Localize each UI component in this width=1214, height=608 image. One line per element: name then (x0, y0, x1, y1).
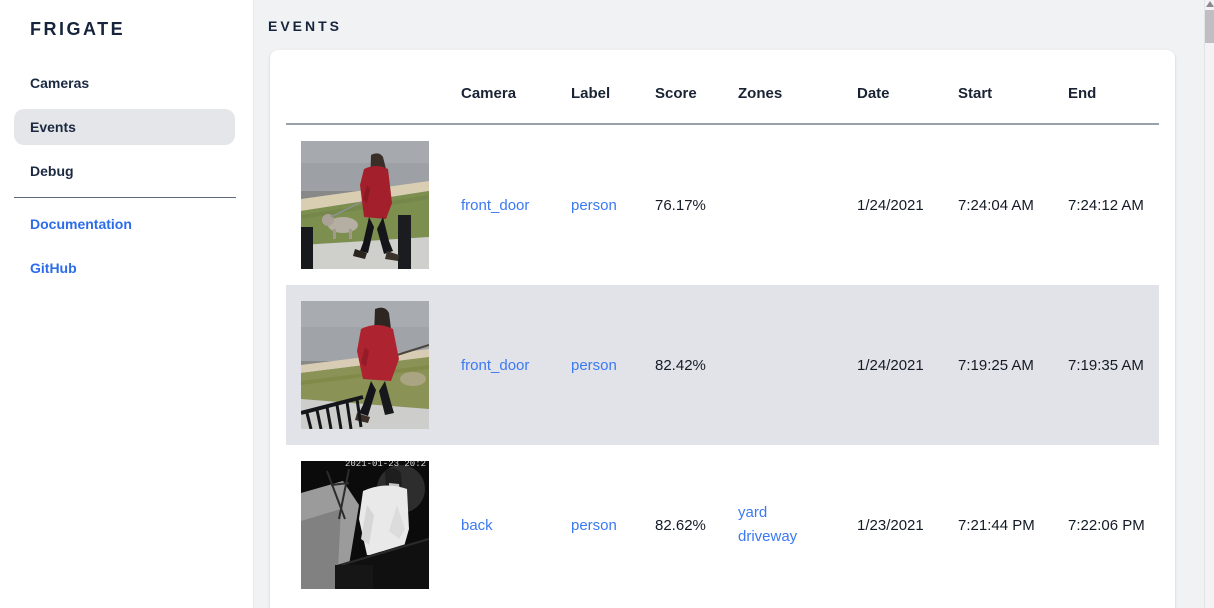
zones-cell: yard driveway (738, 501, 857, 549)
header-score: Score (655, 85, 697, 102)
thumbnail-graphic-night-ir: 2021-01-23 20:2 (301, 461, 429, 589)
sidebar-link-label: GitHub (30, 260, 77, 276)
table-row[interactable]: 2021-01-23 20:2 back person 82.62% yard … (286, 445, 1159, 605)
scroll-up-icon[interactable] (1206, 1, 1214, 7)
thumbnail-cell (286, 301, 461, 429)
sidebar-item-debug[interactable]: Debug (14, 153, 235, 189)
score-cell: 82.62% (655, 516, 706, 534)
camera-link[interactable]: front_door (461, 356, 530, 374)
vertical-scrollbar[interactable] (1204, 0, 1214, 608)
header-end: End (1068, 85, 1097, 102)
label-link[interactable]: person (571, 516, 617, 534)
sidebar-item-cameras[interactable]: Cameras (14, 65, 235, 101)
sidebar: FRIGATE Cameras Events Debug Documentati… (0, 0, 254, 608)
sidebar-item-events[interactable]: Events (14, 109, 235, 145)
end-cell: 7:19:35 AM (1068, 356, 1144, 374)
main-content: EVENTS Camera Label Score Zones Date Sta… (255, 0, 1204, 608)
thumbnail-cell: 2021-01-23 20:2 (286, 461, 461, 589)
zone-link[interactable]: driveway (738, 528, 798, 545)
thumbnail-graphic-day-walk (301, 141, 429, 269)
date-cell: 1/24/2021 (857, 196, 924, 214)
sidebar-item-label: Debug (30, 163, 74, 179)
header-camera: Camera (461, 85, 517, 102)
page-title: EVENTS (268, 18, 343, 34)
sidebar-nav: Cameras Events Debug Documentation GitHu… (0, 65, 253, 286)
camera-link[interactable]: front_door (461, 196, 530, 214)
events-card: Camera Label Score Zones Date Start End (270, 50, 1175, 608)
start-cell: 7:24:04 AM (958, 196, 1034, 214)
label-link[interactable]: person (571, 356, 617, 374)
start-cell: 7:19:25 AM (958, 356, 1034, 374)
end-cell: 7:22:06 PM (1068, 516, 1145, 534)
date-cell: 1/23/2021 (857, 516, 924, 534)
label-link[interactable]: person (571, 196, 617, 214)
header-start: Start (958, 85, 993, 102)
table-row[interactable]: front_door person 76.17% 1/24/2021 7:24:… (286, 125, 1159, 285)
date-cell: 1/24/2021 (857, 356, 924, 374)
event-thumbnail[interactable]: 2021-01-23 20:2 (301, 461, 429, 589)
start-cell: 7:21:44 PM (958, 516, 1035, 534)
sidebar-item-label: Events (30, 119, 76, 135)
event-thumbnail[interactable] (301, 301, 429, 429)
thumbnail-timestamp-overlay: 2021-01-23 20:2 (345, 461, 426, 469)
thumbnail-graphic-day-hoodie (301, 301, 429, 429)
thumbnail-cell (286, 141, 461, 269)
sidebar-link-github[interactable]: GitHub (14, 250, 235, 286)
header-label: Label (571, 85, 611, 102)
header-date: Date (857, 85, 890, 102)
score-cell: 82.42% (655, 356, 706, 374)
zone-link[interactable]: yard (738, 504, 768, 521)
sidebar-divider (14, 197, 236, 198)
sidebar-link-documentation[interactable]: Documentation (14, 206, 235, 242)
events-table-header: Camera Label Score Zones Date Start End (286, 50, 1159, 125)
header-zones: Zones (738, 85, 783, 102)
score-cell: 76.17% (655, 196, 706, 214)
camera-link[interactable]: back (461, 516, 493, 534)
sidebar-item-label: Cameras (30, 75, 90, 91)
event-thumbnail[interactable] (301, 141, 429, 269)
end-cell: 7:24:12 AM (1068, 196, 1144, 214)
scrollbar-thumb[interactable] (1205, 10, 1214, 43)
table-row[interactable]: front_door person 82.42% 1/24/2021 7:19:… (286, 285, 1159, 445)
sidebar-link-label: Documentation (30, 216, 132, 232)
app-logo: FRIGATE (30, 19, 126, 39)
